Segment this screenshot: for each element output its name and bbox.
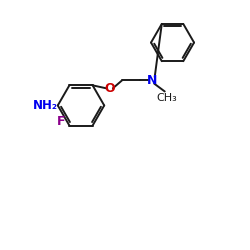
Text: F: F [57,115,66,128]
Text: N: N [146,74,157,87]
Text: NH₂: NH₂ [32,99,58,112]
Text: O: O [104,82,115,95]
Text: CH₃: CH₃ [157,92,178,102]
